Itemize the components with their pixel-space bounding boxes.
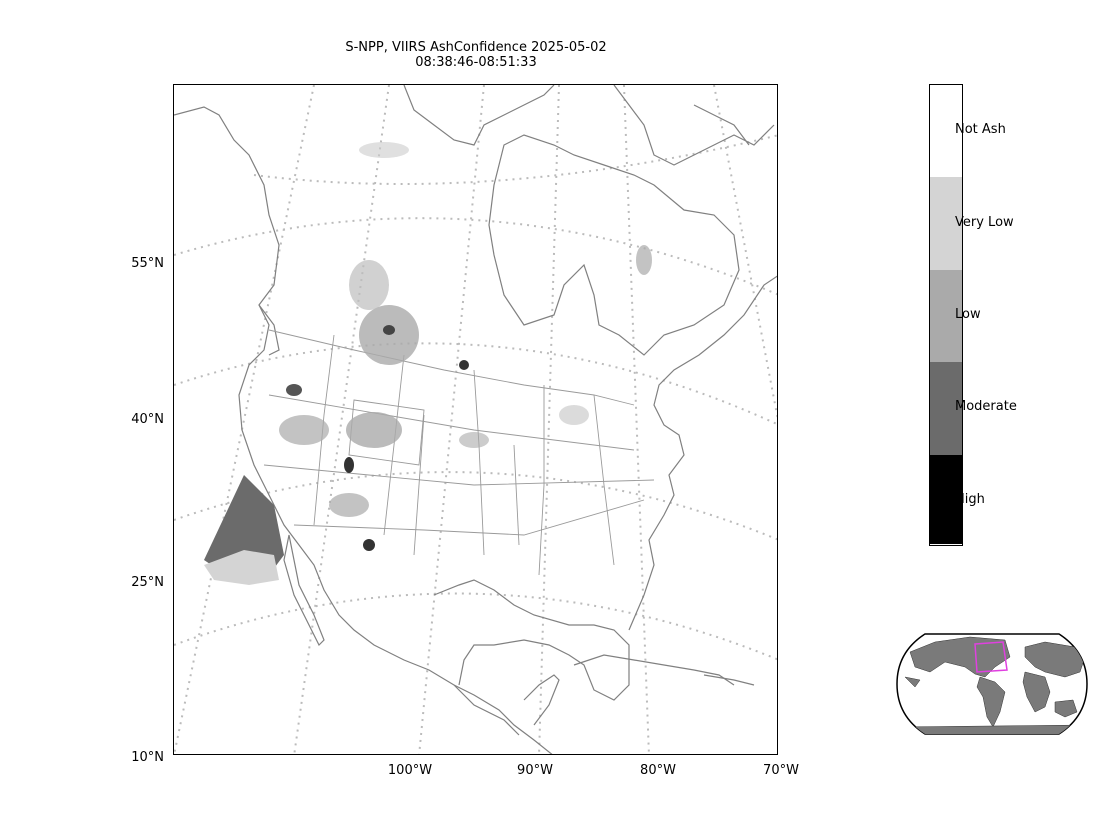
political-borders [263, 329, 655, 576]
colorbar-label: High [955, 492, 985, 507]
longitude-line [418, 85, 485, 754]
longitude-line [713, 85, 777, 420]
coastlines [174, 85, 777, 754]
longitude-label: 70°W [763, 763, 799, 778]
region-highlight-box [974, 641, 1008, 673]
colorbar-segment-low [930, 270, 962, 362]
latitude-label: 40°N [131, 412, 164, 427]
title-line-2: 08:38:46-08:51:33 [415, 55, 537, 70]
colorbar-label: Very Low [955, 215, 1014, 230]
colorbar-segment-high [930, 455, 962, 544]
latitude-label: 55°N [131, 256, 164, 271]
ash-confidence-overlay [204, 142, 652, 585]
colorbar-segment-moderate [930, 362, 962, 455]
colorbar [929, 84, 963, 546]
longitude-label: 100°W [387, 763, 433, 778]
colorbar-label: Moderate [955, 399, 1017, 414]
graticule [174, 85, 777, 754]
longitude-line [538, 85, 560, 754]
latitude-line [174, 342, 777, 426]
colorbar-label: Low [955, 307, 981, 322]
colorbar-segment-not-ash [930, 85, 962, 177]
latitude-label: 10°N [131, 750, 164, 765]
colorbar-label: Not Ash [955, 122, 1006, 137]
map-title: S-NPP, VIIRS AshConfidence 2025-05-02 08… [276, 40, 676, 70]
colorbar-segment-very-low [930, 177, 962, 270]
longitude-line [293, 85, 390, 754]
longitude-label: 90°W [517, 763, 553, 778]
title-line-1: S-NPP, VIIRS AshConfidence 2025-05-02 [345, 40, 607, 55]
world-locator-inset [895, 632, 1089, 740]
longitude-line [623, 85, 650, 754]
world-globe-map [896, 633, 1088, 735]
map-panel [173, 84, 778, 755]
latitude-line [174, 217, 777, 296]
latitude-line [253, 134, 777, 185]
latitude-label: 25°N [131, 575, 164, 590]
longitude-label: 80°W [640, 763, 676, 778]
north-america-map [174, 85, 777, 754]
latitude-line [174, 592, 777, 661]
